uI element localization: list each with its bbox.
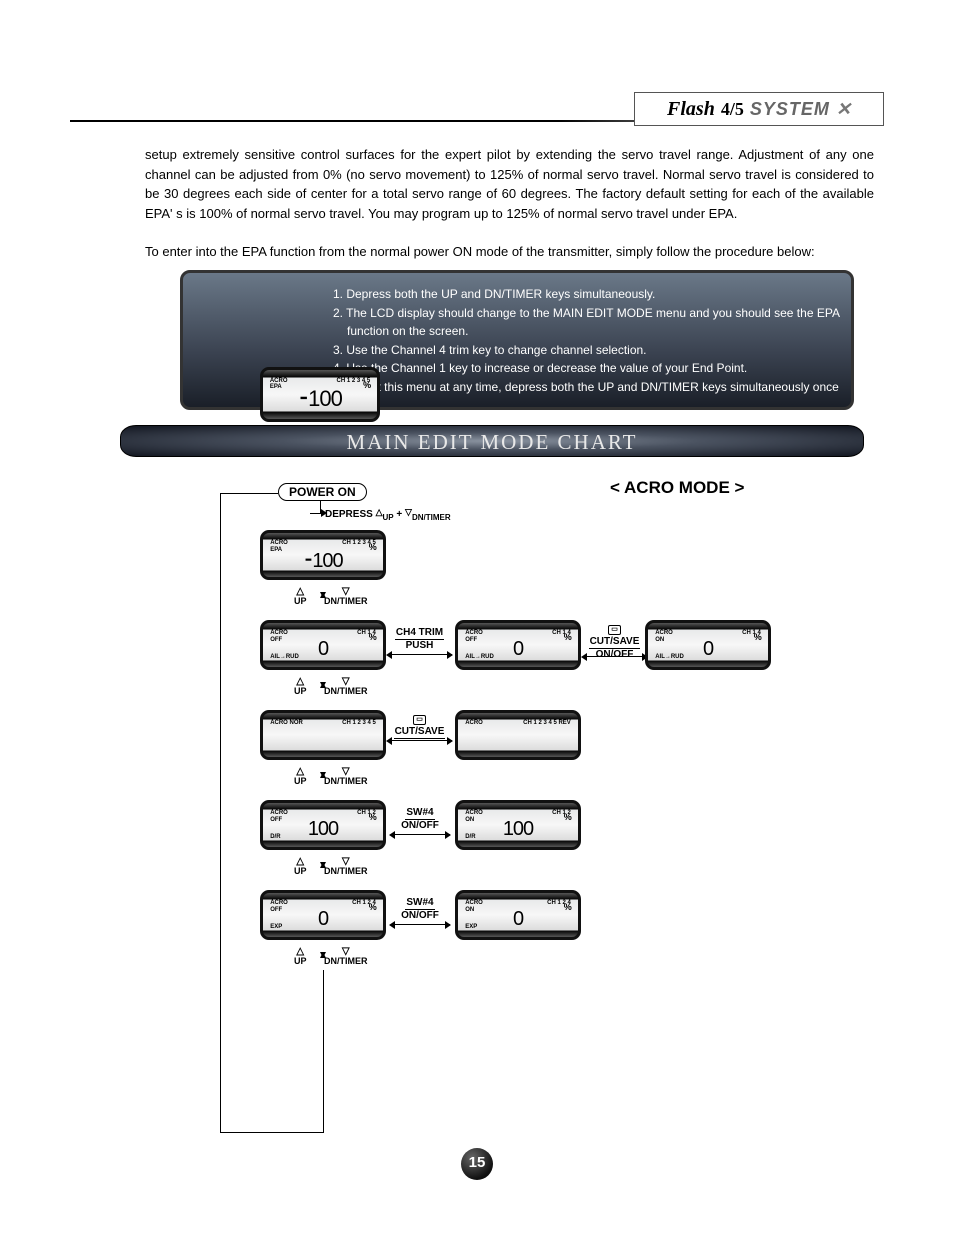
chart-banner: MAIN EDIT MODE CHART xyxy=(120,425,864,457)
line-h xyxy=(220,1132,323,1133)
lcd-r2b: ACROOFFCH 1 40%AIL→RUD xyxy=(455,620,581,670)
label-ch4trim: CH4 TRIMPUSH xyxy=(392,627,447,652)
inst-2b: function on the screen. xyxy=(333,322,841,341)
power-on-pill: POWER ON xyxy=(278,483,367,501)
dn-triangle-icon: ▽ xyxy=(405,507,412,518)
arrow-left-icon xyxy=(386,651,392,659)
label-sw4a: SW#4ON/OFF xyxy=(395,807,445,832)
line-v xyxy=(220,493,221,1133)
arrow-left-icon xyxy=(581,653,587,661)
enter-line: To enter into the EPA function from the … xyxy=(145,244,874,259)
lcd-r1: ACROEPA CH 1 2 3 4 5 ⁃100 % xyxy=(260,530,386,580)
logo-box: Flash 4/5 SYSTEM ✕ xyxy=(634,92,884,126)
instruction-lcd: ACROEPA CH 1 2 3 4 5 ⁃100 % xyxy=(260,367,380,422)
updn-r2: △UP ▽DN/TIMER xyxy=(260,677,386,696)
label-sw4b: SW#4ON/OFF xyxy=(395,897,445,922)
page-number: 15 xyxy=(461,1148,493,1180)
logo-version: 4/5 xyxy=(721,99,744,120)
lcd-r2c: ACROONCH 1 40%AIL→RUD xyxy=(645,620,771,670)
flow-chart: POWER ON DEPRESS △UP + ▽DN/TIMER ACROEPA… xyxy=(220,475,860,1155)
updn-r3: △UP ▽DN/TIMER xyxy=(260,767,386,786)
updn-r1: △UP ▽DN/TIMER xyxy=(260,587,386,606)
arrow-left-icon xyxy=(386,737,392,745)
body-paragraph: setup extremely sensitive control surfac… xyxy=(145,145,874,223)
logo-system: SYSTEM xyxy=(750,99,830,120)
lcd-r4b: ACROONCH 1 2100%D/R xyxy=(455,800,581,850)
arrow-right-icon xyxy=(447,651,453,659)
lcd-r5b: ACROONCH 1 2 40%EXP xyxy=(455,890,581,940)
lcd-r2a: ACROOFFCH 1 40%AIL→RUD xyxy=(260,620,386,670)
inst-3: 3. Use the Channel 4 trim key to change … xyxy=(333,341,841,360)
depress-up: UP xyxy=(383,513,394,522)
lcd-r3a: ACRO NORCH 1 2 3 4 5 xyxy=(260,710,386,760)
depress-plus: + xyxy=(396,509,402,520)
lcd-r3b: ACROCH 1 2 3 4 5 REV xyxy=(455,710,581,760)
logo-flash: Flash xyxy=(667,98,715,121)
inst-2: 2. The LCD display should change to the … xyxy=(333,304,841,323)
depress-dn: DN/TIMER xyxy=(412,513,451,522)
lcd-pct: % xyxy=(363,380,371,390)
inst-1: 1. Depress both the UP and DN/TIMER keys… xyxy=(333,285,841,304)
updn-r5: △UP ▽DN/TIMER xyxy=(260,947,386,966)
arrow-right-icon xyxy=(447,737,453,745)
depress-word: DEPRESS xyxy=(325,509,373,520)
label-cutsave1: ▭CUT/SAVEON/OFF xyxy=(587,623,642,661)
label-cutsave2: ▭CUT/SAVE xyxy=(392,713,447,739)
depress-label: DEPRESS △UP + ▽DN/TIMER xyxy=(325,507,451,522)
updn-r4: △UP ▽DN/TIMER xyxy=(260,857,386,876)
up-triangle-icon: △ xyxy=(376,507,383,518)
lcd-value: ⁃100 xyxy=(270,386,370,412)
inst-4: 4. Use the Channel 1 key to increase or … xyxy=(333,359,841,378)
line-v xyxy=(323,970,324,1133)
lcd-r4a: ACROOFFCH 1 2100%D/R xyxy=(260,800,386,850)
lcd-r5a: ACROOFFCH 1 2 40%EXP xyxy=(260,890,386,940)
inst-5: 5. To exit this menu at any time, depres… xyxy=(333,378,841,397)
logo-x-icon: ✕ xyxy=(836,99,851,120)
line-h xyxy=(220,493,278,494)
